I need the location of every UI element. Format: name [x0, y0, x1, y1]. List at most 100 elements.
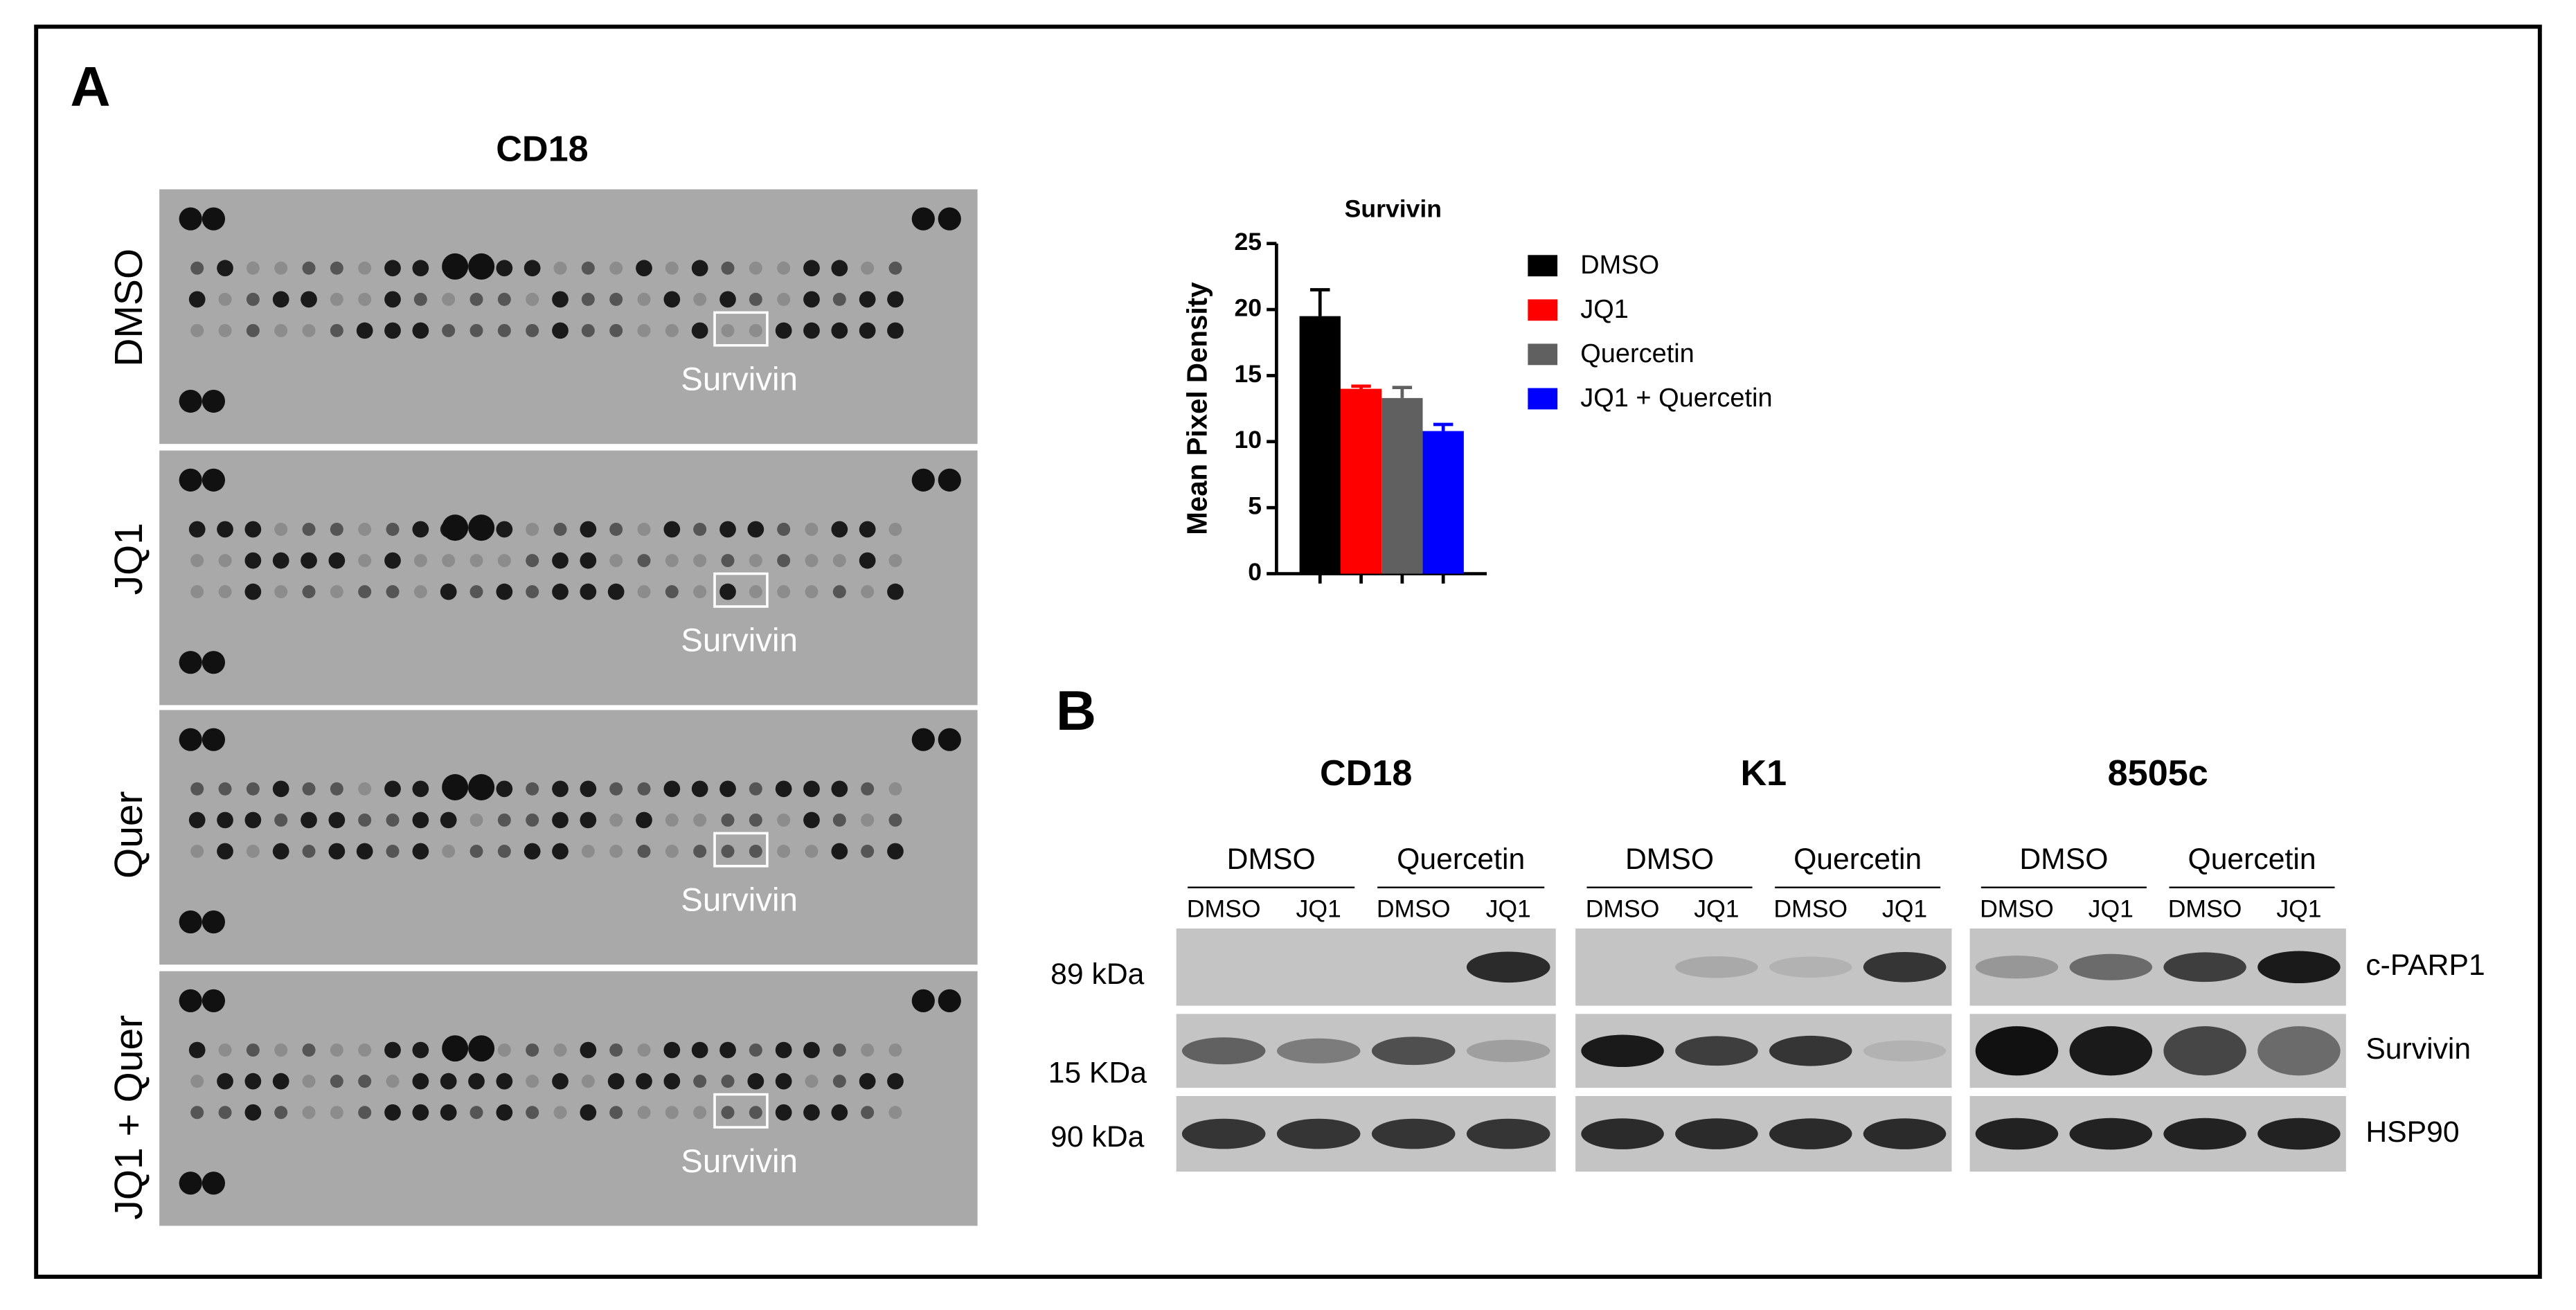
y-axis-label: Mean Pixel Density	[1181, 282, 1213, 535]
dot	[719, 583, 736, 600]
dot	[691, 260, 708, 277]
dot	[580, 1041, 597, 1059]
dot	[805, 523, 819, 536]
dot	[272, 780, 289, 798]
bar	[1299, 316, 1341, 574]
dot	[412, 521, 429, 538]
dot	[526, 1106, 539, 1120]
dot	[832, 292, 846, 306]
dot	[859, 1073, 876, 1090]
dot	[469, 813, 483, 827]
dot	[358, 1075, 372, 1088]
dot	[442, 845, 456, 858]
dot	[888, 261, 902, 275]
lane-label: DMSO	[1377, 895, 1451, 922]
array-membrane	[159, 189, 978, 445]
mw-label: 90 kDa	[1050, 1120, 1145, 1154]
dot	[803, 780, 820, 798]
dot	[386, 585, 400, 599]
mw-label: 15 KDa	[1048, 1056, 1147, 1089]
survivin-box	[713, 311, 769, 347]
dot	[888, 554, 902, 568]
dot	[358, 1043, 372, 1057]
dot	[526, 782, 539, 796]
dot	[553, 1043, 567, 1057]
dot	[246, 323, 260, 337]
treatment-label: Quercetin	[1794, 843, 1922, 876]
dot	[777, 292, 791, 306]
array-title: CD18	[496, 129, 588, 170]
dot	[637, 782, 651, 796]
survivin-label: Survivin	[681, 361, 798, 398]
dot	[552, 1073, 569, 1090]
dot	[609, 323, 623, 337]
dot	[440, 811, 457, 829]
band	[2257, 951, 2341, 984]
dot	[887, 1073, 904, 1090]
band	[1371, 1118, 1456, 1149]
dot	[719, 291, 736, 308]
dot	[861, 261, 875, 275]
dot	[442, 323, 456, 337]
dot	[693, 1106, 707, 1120]
dot	[552, 291, 569, 308]
dot	[524, 843, 541, 860]
dot	[202, 389, 226, 413]
dot	[552, 322, 569, 339]
dot	[330, 782, 343, 796]
dot	[497, 323, 511, 337]
dot	[888, 813, 902, 827]
dot	[179, 1172, 202, 1195]
legend-label: JQ1 + Quercetin	[1580, 384, 1772, 413]
dot	[330, 323, 343, 337]
dot	[358, 523, 372, 536]
dot	[803, 1041, 820, 1059]
dot	[386, 845, 400, 858]
dot	[188, 811, 206, 829]
lane-label: DMSO	[1773, 895, 1848, 922]
dot	[581, 1075, 595, 1088]
dot	[217, 521, 233, 538]
dot	[442, 292, 456, 306]
dot	[218, 554, 232, 568]
dot	[301, 552, 317, 569]
dot	[832, 554, 846, 568]
dot	[721, 1075, 735, 1088]
band	[2069, 1026, 2153, 1076]
dot	[803, 811, 820, 829]
band	[1863, 951, 1947, 982]
dot	[609, 782, 623, 796]
dot	[636, 1073, 652, 1090]
dot	[861, 813, 875, 827]
dot	[328, 552, 346, 569]
dot	[469, 585, 483, 599]
protein-label: Survivin	[2365, 1032, 2471, 1066]
band	[1675, 956, 1758, 978]
dot	[887, 583, 904, 600]
dot	[302, 1043, 316, 1057]
band	[1863, 1040, 1947, 1061]
row-label: DMSO	[107, 249, 151, 367]
cell-line-title: 8505c	[2108, 753, 2208, 793]
dot	[691, 322, 708, 339]
dot	[580, 1104, 597, 1121]
dot	[190, 554, 204, 568]
dot	[719, 780, 736, 798]
dot	[665, 554, 679, 568]
bar	[1381, 397, 1423, 574]
dot	[777, 523, 791, 536]
dot	[272, 552, 289, 569]
dot	[179, 651, 202, 674]
dot	[831, 260, 848, 277]
dot	[190, 261, 204, 275]
dot	[413, 554, 427, 568]
dot	[637, 585, 651, 599]
dot	[218, 585, 232, 599]
dot	[721, 261, 735, 275]
dot	[190, 1075, 204, 1088]
dot	[911, 207, 935, 231]
dot	[468, 514, 495, 541]
dot	[218, 782, 232, 796]
dot	[693, 813, 707, 827]
dot	[440, 1104, 457, 1121]
